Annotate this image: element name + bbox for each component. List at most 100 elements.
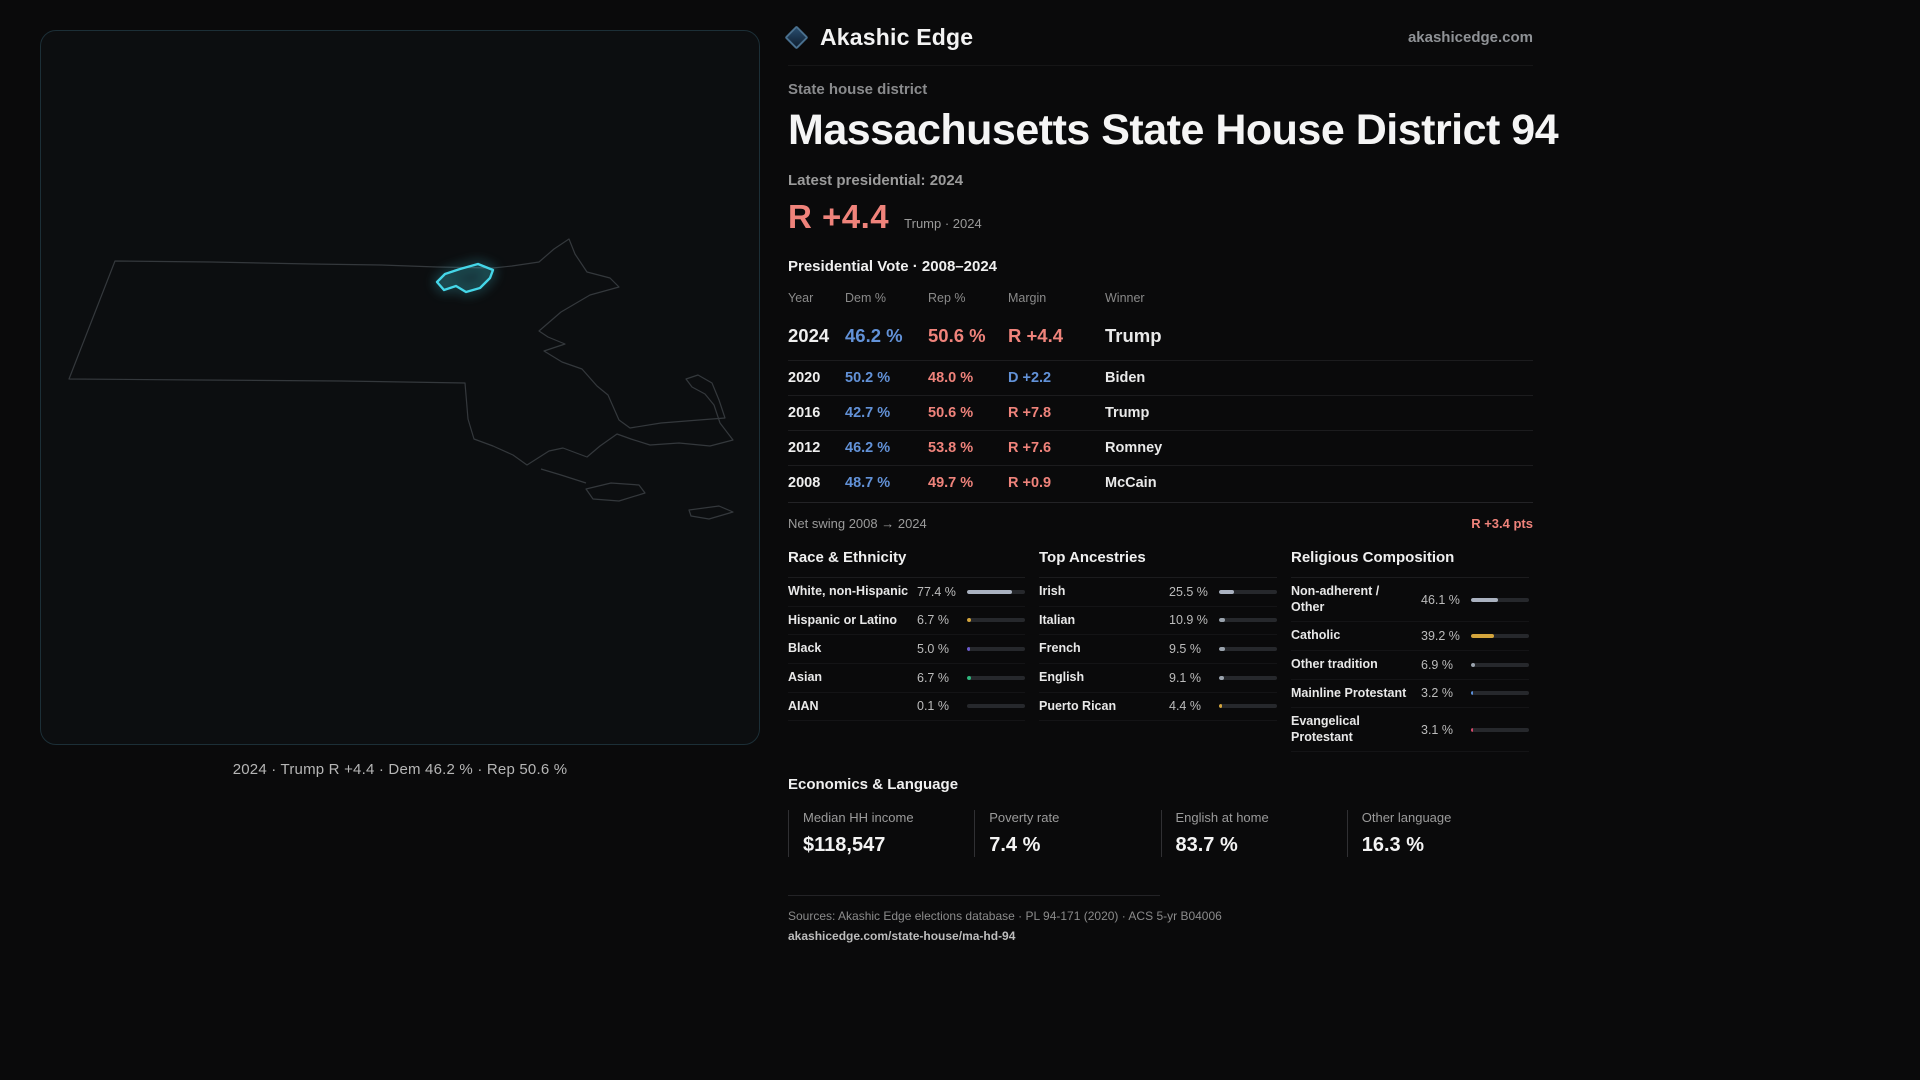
stat-value: 16.3 % [1361, 834, 1425, 857]
demo-row: Evangelical Protestant 3.1 % [1291, 708, 1529, 753]
cell-margin: R +0.9 [1008, 465, 1105, 500]
demo-row: Mainline Protestant 3.2 % [1291, 680, 1529, 709]
cell-winner: Romney [1105, 430, 1533, 466]
col-year: Year [788, 291, 814, 305]
cell-rep: 49.7 % [928, 465, 1008, 500]
net-swing-value: R +3.4 pts [1471, 516, 1533, 531]
cell-dem: 46.2 % [845, 325, 903, 346]
economics-title: Economics & Language [788, 776, 959, 794]
table-row: 2024 46.2 % 50.6 % R +4.4 Trump [788, 314, 1533, 361]
demo-value: 10.9 % [1169, 613, 1208, 628]
stat-label: Other language [1361, 810, 1452, 826]
demo-label: Black [788, 641, 822, 656]
demo-bar [1219, 589, 1277, 594]
margin-context: Trump · 2024 [904, 216, 982, 231]
table-row: 2016 42.7 % 50.6 % R +7.8 Trump [788, 395, 1533, 431]
demo-value: 39.2 % [1421, 629, 1460, 644]
demo-row: Other tradition 6.9 % [1291, 651, 1529, 680]
vote-table-title: Presidential Vote · 2008–2024 [788, 258, 998, 275]
demo-value: 6.7 % [917, 670, 949, 685]
demo-bar [967, 618, 1025, 623]
page-title: Massachusetts State House District 94 [788, 106, 1559, 154]
cell-margin: D +2.2 [1008, 360, 1105, 396]
stat-other-language: Other language 16.3 % [1346, 810, 1533, 858]
district-map[interactable] [41, 31, 760, 745]
brand-name: Akashic Edge [820, 24, 974, 50]
map-caption: 2024 · Trump R +4.4 · Dem 46.2 % · Rep 5… [232, 761, 568, 778]
demo-value: 4.4 % [1169, 699, 1201, 714]
massachusetts-outline [68, 238, 734, 466]
demo-label: White, non-Hispanic [788, 584, 909, 598]
demo-label: Irish [1039, 584, 1066, 598]
demo-label: AIAN [788, 698, 819, 713]
cell-rep: 50.6 % [928, 325, 986, 346]
demo-value: 3.2 % [1421, 686, 1453, 701]
demo-label: Hispanic or Latino [788, 612, 898, 627]
demo-column-title: Race & Ethnicity [788, 549, 1025, 578]
demo-bar [967, 647, 1025, 652]
demo-value: 77.4 % [917, 584, 956, 599]
demo-row: Hispanic or Latino 6.7 % [788, 607, 1025, 636]
cell-rep: 50.6 % [928, 395, 1008, 431]
cell-year: 2020 [788, 360, 845, 396]
report-content: Akashic Edge akashicedge.com State house… [784, 24, 1559, 944]
demo-row: English 9.1 % [1039, 664, 1277, 693]
demo-bar [1471, 634, 1529, 639]
stat-poverty-rate: Poverty rate 7.4 % [974, 810, 1160, 858]
footer-divider [788, 895, 1160, 897]
demo-value: 9.1 % [1169, 670, 1201, 685]
sources-text: Sources: Akashic Edge elections database… [788, 909, 1222, 924]
presidential-vote-table: Year Dem % Rep % Margin Winner 2024 46.2… [788, 283, 1533, 500]
demo-bar [967, 675, 1025, 680]
stat-median-income: Median HH income $118,547 [788, 810, 974, 858]
col-rep: Rep % [928, 291, 966, 305]
stat-value: 7.4 % [989, 834, 1041, 857]
demo-bar [1471, 691, 1529, 696]
demo-row: White, non-Hispanic 77.4 % [788, 578, 1025, 607]
demo-row: Puerto Rican 4.4 % [1039, 693, 1277, 722]
stat-value: 83.7 % [1175, 834, 1238, 857]
stat-label: Median HH income [803, 810, 914, 826]
demo-label: English [1039, 669, 1085, 684]
demo-row: Non-adherent / Other 46.1 % [1291, 578, 1529, 623]
demo-bar [967, 589, 1025, 594]
cell-dem: 50.2 % [845, 360, 928, 396]
demo-column-title: Religious Composition [1291, 549, 1529, 578]
demo-value: 0.1 % [917, 699, 949, 714]
demo-bar [1219, 647, 1277, 652]
demo-label: Non-adherent / Other [1291, 584, 1380, 614]
map-section: 2024 · Trump R +4.4 · Dem 46.2 % · Rep 5… [40, 30, 760, 778]
header: Akashic Edge akashicedge.com [784, 24, 1533, 66]
demo-label: French [1039, 641, 1081, 656]
demo-bar [1471, 662, 1529, 667]
demo-row: Irish 25.5 % [1039, 578, 1277, 607]
demo-bar [1471, 727, 1529, 732]
demo-value: 46.1 % [1421, 592, 1460, 607]
cell-margin: R +7.8 [1008, 395, 1105, 431]
latest-label: Latest presidential: 2024 [788, 172, 964, 189]
demo-bar [1471, 597, 1529, 602]
cell-margin: R +7.6 [1008, 430, 1105, 466]
cell-winner: McCain [1105, 465, 1533, 500]
headline-margin: R +4.4 Trump · 2024 [788, 198, 1533, 236]
cell-dem: 42.7 % [845, 395, 928, 431]
economics-stats: Median HH income $118,547 Poverty rate 7… [788, 810, 1533, 858]
col-winner: Winner [1105, 291, 1145, 305]
brand: Akashic Edge [784, 24, 974, 51]
demo-label: Other tradition [1291, 656, 1378, 671]
marthas-vineyard-outline [585, 482, 646, 502]
demo-value: 5.0 % [917, 642, 949, 657]
permalink-link[interactable]: akashicedge.com/state-house/ma-hd-94 [788, 929, 1016, 944]
stat-value: $118,547 [803, 834, 886, 857]
demo-label: Evangelical Protestant [1291, 714, 1360, 744]
nantucket-outline [688, 505, 734, 520]
site-link[interactable]: akashicedge.com [1407, 29, 1533, 46]
cell-year: 2008 [788, 465, 845, 500]
kicker: State house district [788, 81, 928, 98]
table-row: 2012 46.2 % 53.8 % R +7.6 Romney [788, 430, 1533, 466]
elizabeth-islands-outline [540, 468, 587, 484]
district-highlight-shape[interactable] [435, 262, 495, 294]
col-margin: Margin [1008, 291, 1047, 305]
table-row: 2020 50.2 % 48.0 % D +2.2 Biden [788, 360, 1533, 396]
